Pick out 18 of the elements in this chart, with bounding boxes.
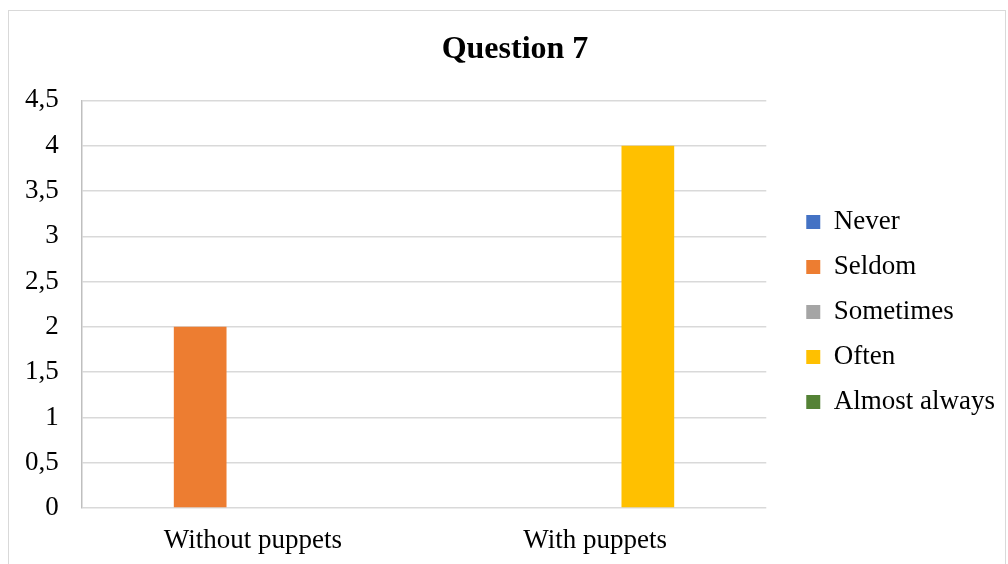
y-tick-label: 2 [45,309,59,340]
y-tick-label: 4 [45,128,60,159]
y-tick-label: 3,5 [25,174,59,205]
chart-title: Question 7 [441,29,589,66]
legend-label: Often [833,340,896,371]
y-tick-label: 0 [45,491,59,522]
legend-label: Sometimes [833,295,954,326]
legend-label: Never [833,205,900,236]
y-tick-label: 4,5 [25,83,59,114]
x-tick-label: Without puppets [163,524,342,555]
y-tick-label: 1 [45,400,59,431]
legend-label: Almost always [833,385,996,416]
x-tick-label: With puppets [523,524,667,555]
y-tick-label: 1,5 [25,355,59,386]
legend-label: Seldom [833,250,917,281]
y-tick-label: 3 [45,219,59,250]
y-tick-label: 0,5 [25,445,59,476]
y-tick-label: 2,5 [25,264,59,295]
